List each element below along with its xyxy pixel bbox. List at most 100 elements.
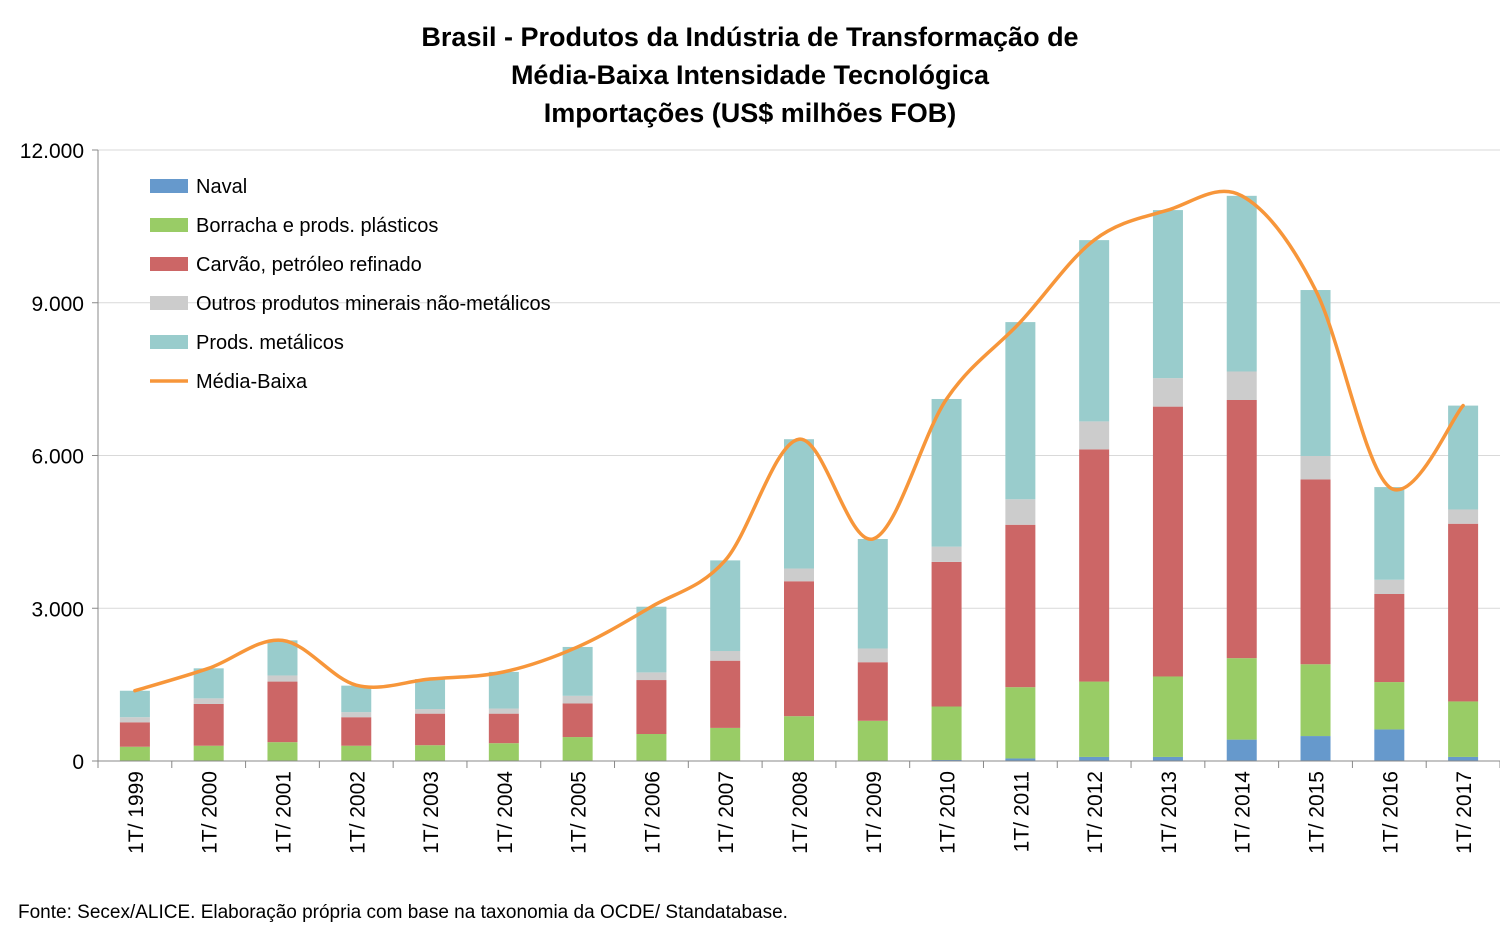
x-tick-label: 1T/ 2014 (1232, 771, 1255, 854)
bar-segment-3 (1300, 456, 1331, 480)
legend-swatch (150, 296, 188, 310)
legend-label: Prods. metálicos (196, 332, 344, 354)
x-tick-label: 1T/ 2016 (1379, 771, 1402, 854)
bar-segment-3 (1152, 378, 1183, 407)
x-tick-label: 1T/ 2017 (1453, 771, 1476, 854)
bar-segment-3 (857, 648, 888, 663)
bar-segment-1 (488, 743, 519, 761)
bar-segment-3 (415, 709, 446, 714)
bar-segment-1 (784, 716, 814, 761)
x-tick-label: 1T/ 2002 (346, 771, 369, 854)
bar-segment-1 (267, 742, 298, 761)
bar-segment-1 (931, 706, 962, 760)
bar-segment-3 (267, 675, 298, 682)
source-note: Fonte: Secex/ALICE. Elaboração própria c… (18, 902, 788, 923)
bar-segment-4 (119, 690, 150, 718)
bar-segment-3 (1226, 371, 1257, 401)
bar-segment-2 (784, 581, 814, 717)
x-tick-label: 1T/ 2010 (937, 771, 960, 854)
legend-label: Borracha e prods. plásticos (196, 215, 438, 237)
x-tick-label: 1T/ 2012 (1084, 771, 1107, 854)
bar-segment-3 (562, 695, 593, 704)
bar-segment-2 (267, 681, 298, 743)
bar-segment-2 (1448, 523, 1479, 702)
gridlines (98, 149, 1500, 609)
bar-segment-1 (1005, 687, 1036, 759)
bar-segment-1 (562, 737, 593, 761)
bar-segment-4 (562, 646, 593, 696)
axes: 0 3.000 6.000 9.000 12.000 1T/ 1999 1T/ 2000 1T… (20, 140, 1500, 854)
bar-segment-3 (341, 712, 372, 718)
chart-title-line-3: Importações (US$ milhões FOB) (543, 98, 957, 128)
chart-title: Brasil - Produtos da Indústria de Transf… (0, 18, 1500, 132)
bar-segment-2 (488, 713, 519, 744)
y-tick-label: 0 (72, 751, 84, 774)
bar-segment-1 (1448, 701, 1479, 757)
legend-label: Naval (196, 176, 247, 198)
bar-segment-2 (415, 713, 446, 746)
bar-segment-2 (1005, 524, 1036, 688)
bar-segment-3 (193, 698, 224, 704)
legend: Naval Borracha e prods. plásticos Carvão, … (150, 176, 551, 393)
x-tick-label: 1T/ 2009 (863, 771, 886, 854)
bar-segment-2 (857, 662, 888, 721)
y-tick-label: 3.000 (31, 598, 84, 621)
bar-segment-4 (636, 606, 667, 673)
bar-segment-2 (1079, 449, 1110, 682)
bar-segment-4 (710, 560, 741, 652)
x-tick-label: 1T/ 2015 (1306, 771, 1329, 854)
bar-segment-0 (1079, 756, 1110, 761)
bar-segment-1 (1079, 681, 1110, 757)
bar-segment-4 (1079, 240, 1110, 422)
bar-segment-4 (1374, 487, 1405, 580)
bar-segment-1 (710, 727, 741, 761)
legend-swatch (150, 335, 188, 349)
y-tick-label: 6.000 (31, 446, 84, 469)
bar-segment-1 (1152, 676, 1183, 757)
bar-segment-0 (1300, 736, 1331, 761)
bar-segment-0 (1005, 758, 1036, 761)
bar-segment-1 (1374, 682, 1405, 730)
x-tick-label: 1T/ 2001 (272, 771, 295, 854)
stacked-bars (119, 195, 1479, 761)
bar-segment-2 (636, 680, 667, 735)
bar-segment-3 (1079, 421, 1110, 450)
bar-segment-2 (1374, 593, 1405, 683)
x-tick-label: 1T/ 2005 (568, 771, 591, 854)
bar-segment-4 (415, 679, 446, 710)
legend-label: Média-Baixa (196, 371, 308, 393)
chart-title-line-2: Média-Baixa Intensidade Tecnológica (510, 60, 990, 90)
x-tick-label: 1T/ 2006 (641, 771, 664, 854)
bar-segment-1 (1226, 658, 1257, 740)
bar-segment-0 (1152, 756, 1183, 761)
x-tick-label: 1T/ 2008 (789, 771, 812, 854)
bar-segment-3 (931, 546, 962, 562)
x-tick-label: 1T/ 2007 (715, 771, 738, 854)
x-tick-label: 1T/ 1999 (125, 771, 148, 854)
bar-segment-0 (1448, 756, 1479, 761)
x-tick-label: 1T/ 2000 (199, 771, 222, 854)
bar-segment-3 (488, 708, 519, 714)
bar-segment-4 (784, 439, 814, 569)
x-tick-label: 1T/ 2003 (420, 771, 443, 854)
bar-segment-4 (267, 640, 298, 676)
bar-segment-3 (1448, 509, 1479, 524)
bar-segment-4 (931, 398, 962, 547)
bar-segment-3 (784, 568, 814, 582)
bar-segment-2 (931, 561, 962, 707)
bar-segment-4 (341, 685, 372, 713)
legend-swatch (150, 218, 188, 232)
legend-swatch (150, 179, 188, 193)
bar-segment-1 (636, 734, 667, 761)
bar-segment-1 (193, 745, 224, 761)
bar-segment-3 (1374, 579, 1405, 594)
bar-segment-2 (1300, 479, 1331, 665)
bar-segment-2 (341, 717, 372, 746)
bar-segment-3 (636, 672, 667, 681)
x-tick-label: 1T/ 2013 (1158, 771, 1181, 854)
bar-segment-2 (119, 722, 150, 747)
media-baixa-line-layer (133, 189, 1465, 693)
bar-segment-4 (488, 671, 519, 709)
bar-segment-2 (562, 703, 593, 738)
